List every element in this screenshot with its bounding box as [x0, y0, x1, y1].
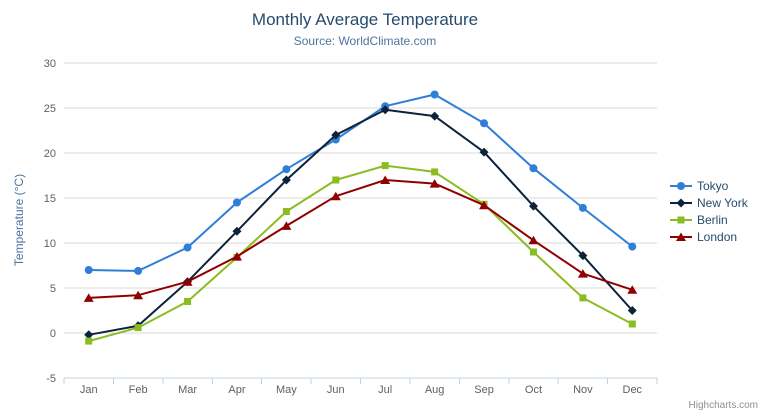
data-point-london-Sep[interactable] [479, 200, 490, 210]
chart-subtitle: Source: WorldClimate.com [293, 34, 437, 48]
data-point-london-Jul[interactable] [380, 175, 391, 185]
series-line-tokyo [87, 93, 634, 272]
y-axis-tick-label: 10 [44, 238, 56, 250]
x-axis-category-label: Feb [129, 384, 148, 396]
data-point-new-york-May[interactable] [281, 175, 291, 185]
data-point-new-york-Dec[interactable] [627, 306, 637, 315]
data-point-new-york-Jun[interactable] [331, 130, 341, 140]
data-point-berlin-Aug[interactable] [431, 168, 439, 176]
data-point-tokyo-Dec[interactable] [628, 242, 637, 251]
chart-title: Monthly Average Temperature [251, 10, 479, 29]
data-point-berlin-May[interactable] [282, 208, 290, 215]
y-axis-tick-label: 25 [44, 103, 56, 115]
series-new-york [84, 105, 637, 340]
data-point-berlin-Mar[interactable] [184, 298, 192, 305]
legend-marker-circle-icon [670, 181, 692, 190]
data-point-berlin-Jun[interactable] [332, 176, 340, 184]
data-point-tokyo-Sep[interactable] [480, 119, 489, 128]
legend-item-new-york[interactable]: New York [670, 194, 748, 211]
data-point-tokyo-May[interactable] [282, 165, 291, 174]
legend-label: New York [697, 195, 748, 210]
data-point-london-Aug[interactable] [429, 179, 440, 188]
legend-item-berlin[interactable]: Berlin [670, 211, 748, 228]
x-axis-category-label: Jan [80, 384, 98, 396]
x-axis-category-label: May [276, 384, 297, 396]
legend-marker-shape [677, 181, 685, 190]
legend-marker-shape [676, 198, 686, 207]
data-point-berlin-Feb[interactable] [134, 324, 142, 332]
x-axis-category-label: Oct [525, 384, 542, 396]
legend-marker-shape [676, 232, 686, 241]
data-point-tokyo-Aug[interactable] [430, 90, 439, 99]
data-point-new-york-Apr[interactable] [232, 226, 242, 236]
data-point-berlin-Nov[interactable] [579, 294, 587, 302]
y-axis-tick-label: 5 [50, 283, 56, 295]
legend-marker-diamond-icon [670, 198, 692, 207]
data-point-new-york-Nov[interactable] [578, 251, 588, 261]
data-point-berlin-Oct[interactable] [529, 248, 537, 256]
legend-label: London [697, 229, 738, 244]
data-point-london-May[interactable] [281, 221, 292, 230]
legend: Tokyo New York Berlin London [670, 177, 748, 245]
data-point-berlin-Jul[interactable] [381, 162, 389, 170]
x-axis-category-label: Aug [425, 384, 445, 396]
credits: Highcharts.com [688, 400, 758, 411]
x-axis-category-label: Sep [474, 384, 494, 396]
data-point-new-york-Jul[interactable] [380, 105, 390, 115]
x-axis-category-label: Apr [228, 384, 245, 396]
legend-marker-square-icon [670, 216, 692, 223]
legend-marker-shape [677, 216, 685, 223]
data-point-tokyo-Nov[interactable] [578, 203, 587, 212]
data-point-new-york-Aug[interactable] [430, 111, 440, 121]
data-point-tokyo-Apr[interactable] [232, 198, 241, 207]
data-point-tokyo-Oct[interactable] [529, 164, 538, 173]
data-point-berlin-Dec[interactable] [628, 320, 636, 328]
data-point-new-york-Jan[interactable] [84, 330, 94, 340]
y-axis-tick-label: -5 [46, 373, 56, 385]
x-axis-category-label: Nov [573, 384, 593, 396]
y-axis-tick-label: 15 [44, 193, 56, 205]
x-axis-category-label: Jun [327, 384, 345, 396]
data-point-london-Feb[interactable] [133, 290, 144, 300]
data-point-london-Oct[interactable] [528, 235, 539, 245]
series-line-berlin [87, 164, 634, 343]
data-point-london-Apr[interactable] [231, 252, 242, 261]
legend-label: Berlin [697, 212, 728, 227]
data-point-berlin-Jan[interactable] [85, 337, 93, 345]
data-point-london-Dec[interactable] [627, 285, 638, 294]
data-point-london-Nov[interactable] [577, 269, 588, 278]
x-axis-category-label: Mar [178, 384, 197, 396]
legend-label: Tokyo [697, 178, 729, 193]
x-axis-category-label: Jul [378, 384, 392, 396]
legend-item-london[interactable]: London [670, 228, 748, 245]
data-point-tokyo-Mar[interactable] [183, 243, 192, 252]
y-axis-tick-label: 30 [44, 58, 56, 70]
data-point-tokyo-Jan[interactable] [84, 266, 93, 274]
y-axis-tick-label: 0 [50, 328, 56, 340]
data-point-tokyo-Feb[interactable] [134, 266, 143, 275]
legend-marker-triangle-icon [670, 232, 692, 241]
data-point-london-Mar[interactable] [182, 277, 193, 286]
series-line-new-york [87, 108, 634, 336]
series-line-london [87, 179, 634, 299]
y-axis-tick-label: 20 [44, 148, 56, 160]
data-point-london-Jan[interactable] [83, 293, 94, 302]
data-point-new-york-Oct[interactable] [528, 201, 538, 211]
data-point-new-york-Sep[interactable] [479, 147, 489, 157]
legend-item-tokyo[interactable]: Tokyo [670, 177, 748, 194]
x-axis-category-label: Dec [623, 384, 643, 396]
series-tokyo [84, 90, 637, 275]
series-london [83, 175, 638, 302]
data-point-london-Jun[interactable] [330, 191, 341, 201]
